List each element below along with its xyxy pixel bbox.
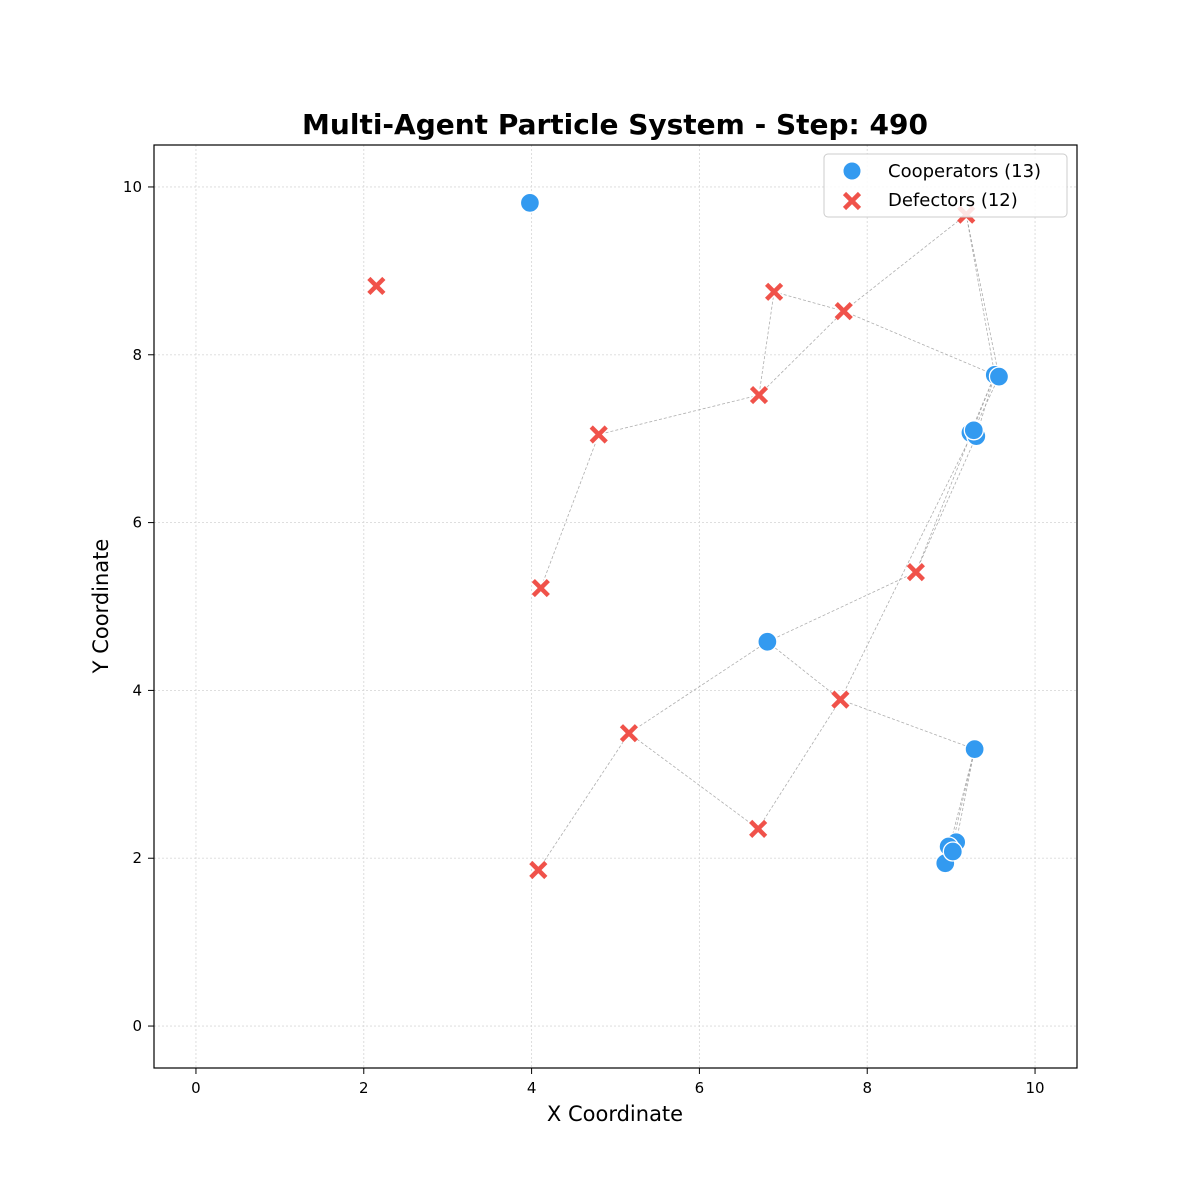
- link-line: [773, 291, 844, 312]
- legend: Cooperators (13) Defectors (12): [823, 153, 1068, 218]
- link-line: [840, 430, 975, 700]
- legend-x-stroke: [842, 191, 862, 211]
- data-points: [366, 192, 1010, 880]
- link-line: [840, 699, 975, 750]
- defector-x-stroke: [764, 282, 784, 301]
- cooperator-point: [988, 366, 1010, 387]
- defector-x-stroke: [834, 302, 853, 321]
- link-line: [843, 310, 995, 376]
- defector-point: [530, 578, 551, 599]
- link-line: [955, 749, 976, 843]
- y-tick-label: 4: [132, 681, 142, 699]
- defector-x-stroke: [619, 724, 639, 743]
- cooperator-point: [964, 738, 985, 760]
- x-tick-label: 0: [191, 1079, 201, 1097]
- plot-frame: [153, 144, 1078, 1069]
- cooperator-point: [757, 631, 778, 652]
- y-tick-label: 6: [132, 514, 142, 532]
- link-line: [540, 434, 600, 589]
- axis-ticks: 0 2 4 6 8 10 0 2 4 6 8 10: [123, 178, 1045, 1097]
- defector-point: [748, 818, 769, 839]
- link-line: [843, 214, 967, 312]
- defector-x-stroke: [589, 425, 608, 444]
- defector-x-stroke: [749, 385, 769, 405]
- defector-point: [366, 275, 387, 296]
- x-tick-label: 2: [359, 1079, 369, 1097]
- defector-point: [833, 301, 854, 322]
- defector-point: [588, 424, 609, 445]
- x-tick-label: 6: [695, 1079, 705, 1097]
- link-line: [758, 291, 775, 396]
- link-line: [757, 699, 841, 830]
- defector-x-stroke: [749, 819, 768, 838]
- defector-x-stroke: [367, 276, 386, 296]
- cooperator-point: [519, 192, 541, 214]
- y-tick-label: 8: [132, 346, 142, 364]
- legend-frame: [823, 153, 1068, 218]
- defector-point: [528, 859, 549, 880]
- y-tick-label: 10: [123, 178, 142, 196]
- y-tick-label: 0: [132, 1017, 142, 1035]
- defector-point: [830, 689, 851, 710]
- x-tick-label: 8: [862, 1079, 872, 1097]
- link-line: [598, 394, 760, 435]
- x-axis-label: X Coordinate: [547, 1102, 683, 1126]
- grid: [154, 145, 1077, 1068]
- defector-x-stroke: [906, 563, 925, 582]
- link-line: [767, 571, 917, 643]
- defector-x-stroke: [831, 690, 850, 709]
- legend-cooperators-marker: [842, 161, 862, 181]
- y-axis-label: Y Coordinate: [89, 539, 113, 675]
- defector-point: [905, 562, 926, 583]
- link-lines: [537, 214, 1000, 871]
- y-tick-label: 2: [132, 849, 142, 867]
- cooperator-point: [963, 420, 984, 441]
- link-line: [965, 214, 1000, 377]
- defector-x-stroke: [531, 578, 550, 598]
- legend-cooperators-label: Cooperators (13): [888, 161, 1041, 182]
- link-line: [915, 374, 996, 573]
- link-line: [537, 732, 630, 871]
- x-tick-label: 10: [1025, 1079, 1044, 1097]
- link-line: [628, 732, 759, 830]
- x-tick-label: 4: [527, 1079, 537, 1097]
- defector-point: [618, 723, 639, 744]
- legend-defectors-marker: [842, 191, 862, 211]
- defector-point: [764, 281, 785, 302]
- link-line: [628, 641, 768, 734]
- defector-x-stroke: [529, 860, 548, 880]
- legend-defectors-label: Defectors (12): [888, 190, 1018, 211]
- defector-point: [749, 385, 769, 406]
- link-line: [767, 641, 841, 700]
- chart-title: Multi-Agent Particle System - Step: 490: [302, 108, 928, 141]
- link-line: [965, 214, 996, 375]
- cooperator-point: [942, 841, 963, 862]
